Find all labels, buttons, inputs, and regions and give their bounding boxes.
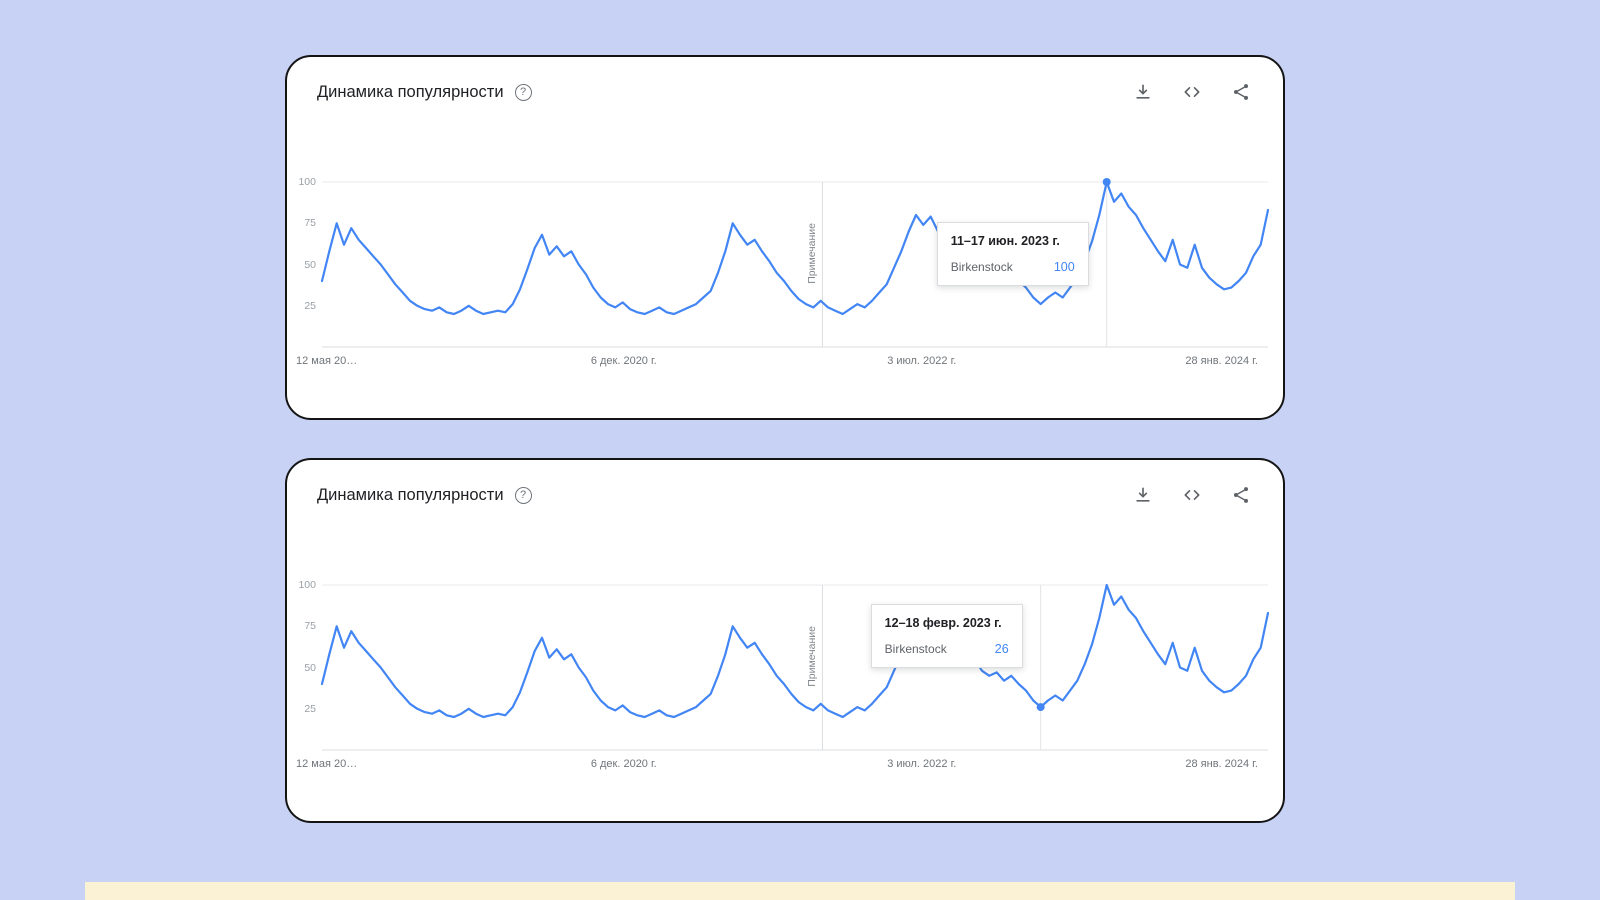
help-icon[interactable]: ? [514, 486, 532, 504]
chart-actions [1133, 484, 1253, 506]
share-icon[interactable] [1231, 484, 1253, 506]
trends-card-1: Динамика популярности ? 100 75 50 25 [285, 55, 1285, 420]
chart-tooltip: 11–17 июн. 2023 г. Birkenstock 100 [936, 222, 1089, 286]
trend-chart: 100 75 50 25 Примечание 12–18 февр. 2023… [296, 579, 1270, 770]
line-plot[interactable] [320, 177, 1270, 348]
page-title: Динамика популярности [317, 485, 504, 504]
embed-code-icon[interactable] [1182, 81, 1204, 103]
x-axis: 12 мая 20… 6 дек. 2020 г. 3 июл. 2022 г.… [296, 758, 1268, 772]
tooltip-value: 100 [1053, 260, 1075, 274]
x-axis-label: 6 дек. 2020 г. [590, 355, 657, 367]
y-axis-label: 25 [304, 702, 316, 715]
trend-chart: 100 75 50 25 Примечание 11–17 июн. 2023 … [296, 176, 1270, 367]
bottom-strip [85, 882, 1515, 900]
embed-code-icon[interactable] [1182, 484, 1204, 506]
y-axis-label: 50 [304, 258, 316, 271]
trend-series-line [320, 583, 1270, 719]
x-axis-label: 6 дек. 2020 г. [590, 758, 657, 770]
x-axis: 12 мая 20… 6 дек. 2020 г. 3 июл. 2022 г.… [296, 355, 1268, 369]
y-axis-label: 75 [304, 217, 316, 230]
x-axis-label: 28 янв. 2024 г. [1185, 758, 1258, 770]
y-axis-label: 50 [304, 661, 316, 674]
hover-point-marker [1102, 178, 1111, 186]
x-axis-label: 3 июл. 2022 г. [887, 758, 957, 770]
y-axis-label: 25 [304, 299, 316, 312]
tooltip-series-name: Birkenstock [950, 260, 1013, 274]
download-icon[interactable] [1133, 484, 1155, 506]
chart-tooltip: 12–18 февр. 2023 г. Birkenstock 26 [870, 604, 1023, 668]
hover-point-marker [1036, 703, 1045, 712]
x-axis-label: 28 янв. 2024 г. [1185, 355, 1258, 367]
tooltip-date: 12–18 февр. 2023 г. [884, 616, 1002, 630]
y-axis-label: 100 [298, 579, 316, 591]
card-header: Динамика популярности ? [287, 57, 1283, 103]
note-label: Примечание [806, 223, 819, 284]
x-axis-label: 12 мая 20… [296, 355, 358, 367]
page-title: Динамика популярности [317, 82, 504, 101]
trend-series-line [320, 180, 1270, 316]
card-header: Динамика популярности ? [287, 460, 1283, 506]
download-icon[interactable] [1133, 81, 1155, 103]
trends-card-2: Динамика популярности ? 100 75 50 25 [285, 458, 1285, 823]
x-axis-label: 12 мая 20… [296, 758, 358, 770]
chart-actions [1133, 81, 1253, 103]
line-plot[interactable] [320, 580, 1270, 751]
help-icon[interactable]: ? [514, 83, 532, 101]
note-label: Примечание [806, 626, 819, 687]
tooltip-series-name: Birkenstock [884, 642, 947, 656]
tooltip-value: 26 [994, 642, 1009, 656]
y-axis-label: 100 [298, 176, 316, 188]
tooltip-date: 11–17 июн. 2023 г. [950, 234, 1060, 248]
share-icon[interactable] [1231, 81, 1253, 103]
y-axis-label: 75 [304, 620, 316, 633]
x-axis-label: 3 июл. 2022 г. [887, 355, 957, 367]
